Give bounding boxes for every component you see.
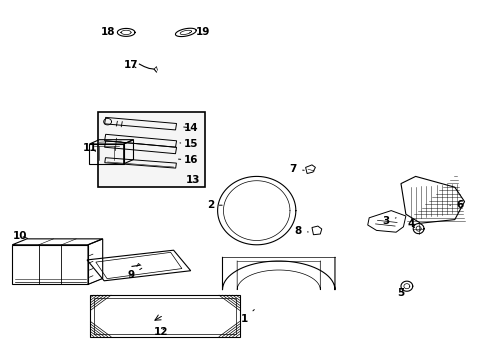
Text: 13: 13 <box>185 175 200 185</box>
Text: 2: 2 <box>206 200 222 210</box>
Text: 12: 12 <box>154 327 168 337</box>
Text: 5: 5 <box>397 288 404 298</box>
Text: 4: 4 <box>406 219 414 229</box>
Text: 19: 19 <box>189 27 210 37</box>
Text: 1: 1 <box>241 310 254 324</box>
Text: 6: 6 <box>449 200 462 210</box>
Bar <box>98 112 205 187</box>
Text: 18: 18 <box>100 27 121 37</box>
Text: 17: 17 <box>123 60 138 70</box>
Text: 10: 10 <box>13 231 28 241</box>
Text: 15: 15 <box>180 139 198 149</box>
Text: 8: 8 <box>294 226 307 236</box>
Text: 9: 9 <box>127 268 142 280</box>
Text: 16: 16 <box>178 155 198 165</box>
Text: 14: 14 <box>183 123 198 133</box>
Text: 7: 7 <box>289 164 304 174</box>
Text: 3: 3 <box>382 216 395 226</box>
Text: 11: 11 <box>83 143 98 153</box>
